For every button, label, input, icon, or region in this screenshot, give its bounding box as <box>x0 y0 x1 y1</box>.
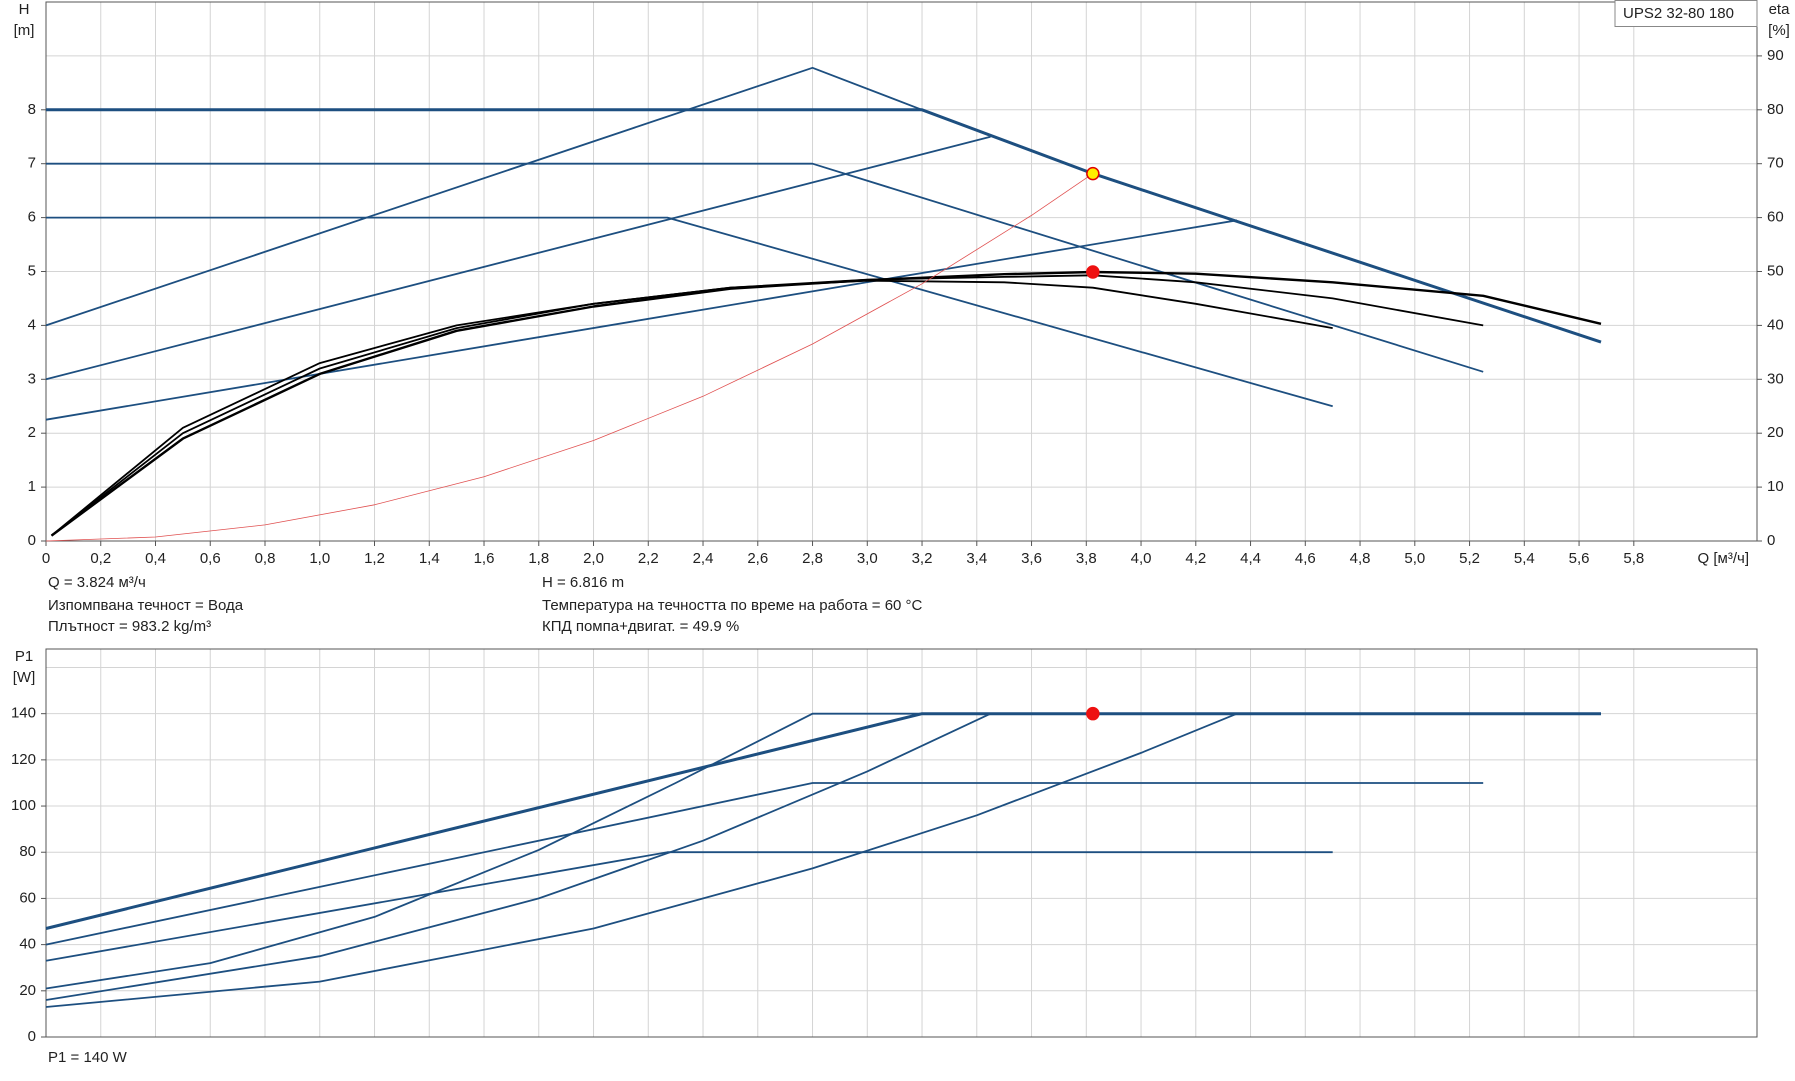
y2-tick-label: 40 <box>1767 316 1784 333</box>
x-tick-label: 4,8 <box>1350 550 1371 567</box>
operating-point <box>1086 166 1100 181</box>
x-tick-label: 1,8 <box>528 550 549 567</box>
x-tick-label: 3,6 <box>1021 550 1042 567</box>
y-tick-label: 20 <box>19 982 36 999</box>
operating-point <box>1086 706 1100 721</box>
x-tick-label: 4,0 <box>1131 550 1152 567</box>
y-tick-label: 100 <box>11 797 36 814</box>
x-tick-label: 0,2 <box>90 550 111 567</box>
y-tick-label: 7 <box>28 155 36 172</box>
x-tick-label: 5,8 <box>1623 550 1644 567</box>
curve <box>45 173 1094 542</box>
y2-tick-label: 60 <box>1767 209 1784 226</box>
model-label: UPS2 32-80 180 <box>1623 5 1734 22</box>
x-tick-label: 4,4 <box>1240 550 1261 567</box>
curve <box>50 274 1484 537</box>
x-tick-label: 0,6 <box>200 550 221 567</box>
y-tick-label: 120 <box>11 751 36 768</box>
x-tick-label: 4,6 <box>1295 550 1316 567</box>
y-axis-label: H <box>19 1 30 18</box>
y-tick-label: 80 <box>19 843 36 860</box>
x-tick-label: 4,2 <box>1185 550 1206 567</box>
x-tick-label: 3,4 <box>966 550 987 567</box>
y-tick-label: 5 <box>28 262 36 279</box>
y-axis-label: [W] <box>13 669 36 686</box>
x-tick-label: 2,8 <box>802 550 823 567</box>
info-text: КПД помпа+двигат. = 49.9 % <box>542 618 739 635</box>
curve <box>45 782 1484 946</box>
x-tick-label: 3,0 <box>857 550 878 567</box>
y-tick-label: 1 <box>28 478 36 495</box>
y-tick-label: 0 <box>28 1028 36 1045</box>
curve <box>45 219 1238 421</box>
y-tick-label: 40 <box>19 936 36 953</box>
y2-axis-label: eta <box>1769 1 1791 18</box>
curve <box>46 216 1333 408</box>
x-tick-label: 1,2 <box>364 550 385 567</box>
y-tick-label: 8 <box>28 101 36 118</box>
x-tick-label: 0 <box>42 550 50 567</box>
curve <box>50 279 1333 537</box>
y-tick-label: 0 <box>28 532 36 549</box>
curve <box>45 66 923 327</box>
y-tick-label: 2 <box>28 424 36 441</box>
y2-tick-label: 70 <box>1767 155 1784 172</box>
y2-tick-label: 0 <box>1767 532 1775 549</box>
y-tick-label: 6 <box>28 209 36 226</box>
info-text: Q = 3.824 м³/ч <box>48 574 146 591</box>
plot-frame <box>45 1 1758 542</box>
y2-tick-label: 30 <box>1767 370 1784 387</box>
curve <box>46 162 1484 373</box>
x-tick-label: 0,4 <box>145 550 166 567</box>
x-tick-label: 3,2 <box>912 550 933 567</box>
plot-frame <box>45 648 1758 1038</box>
y-tick-label: 140 <box>11 705 36 722</box>
curve <box>45 851 1333 962</box>
x-tick-label: 2,4 <box>693 550 714 567</box>
info-text: H = 6.816 m <box>542 574 624 591</box>
x-tick-label: 2,0 <box>583 550 604 567</box>
y-tick-label: 3 <box>28 370 36 387</box>
x-tick-label: 2,2 <box>638 550 659 567</box>
y2-axis-label: [%] <box>1768 22 1790 39</box>
y2-tick-label: 90 <box>1767 47 1784 64</box>
info-text: P1 = 140 W <box>48 1049 128 1066</box>
curve <box>45 712 922 990</box>
info-text: Плътност = 983.2 kg/m³ <box>48 618 211 635</box>
y-tick-label: 60 <box>19 889 36 906</box>
x-tick-label: 3,8 <box>1076 550 1097 567</box>
x-axis-label: Q [м³/ч] <box>1698 550 1749 567</box>
info-text: Изпомпвана течност = Вода <box>48 597 244 614</box>
y-axis-label: [m] <box>14 22 35 39</box>
x-tick-label: 5,6 <box>1569 550 1590 567</box>
curve <box>50 270 1602 537</box>
y2-tick-label: 50 <box>1767 262 1784 279</box>
y2-tick-label: 20 <box>1767 424 1784 441</box>
x-tick-label: 0,8 <box>255 550 276 567</box>
x-tick-label: 1,6 <box>474 550 495 567</box>
x-tick-label: 2,6 <box>747 550 768 567</box>
x-tick-label: 5,0 <box>1404 550 1425 567</box>
x-tick-label: 5,2 <box>1459 550 1480 567</box>
y-tick-label: 4 <box>28 316 36 333</box>
model-box <box>1614 0 1758 27</box>
x-tick-label: 1,4 <box>419 550 440 567</box>
curve <box>46 108 1602 344</box>
x-tick-label: 5,4 <box>1514 550 1535 567</box>
info-text: Температура на течността по време на раб… <box>542 597 923 614</box>
y-axis-label: P1 <box>15 648 33 665</box>
curve <box>45 712 991 1001</box>
y2-tick-label: 80 <box>1767 101 1784 118</box>
curve <box>45 135 991 381</box>
x-tick-label: 1,0 <box>309 550 330 567</box>
curve <box>45 712 1238 1008</box>
operating-point <box>1086 265 1100 279</box>
y2-tick-label: 10 <box>1767 478 1784 495</box>
